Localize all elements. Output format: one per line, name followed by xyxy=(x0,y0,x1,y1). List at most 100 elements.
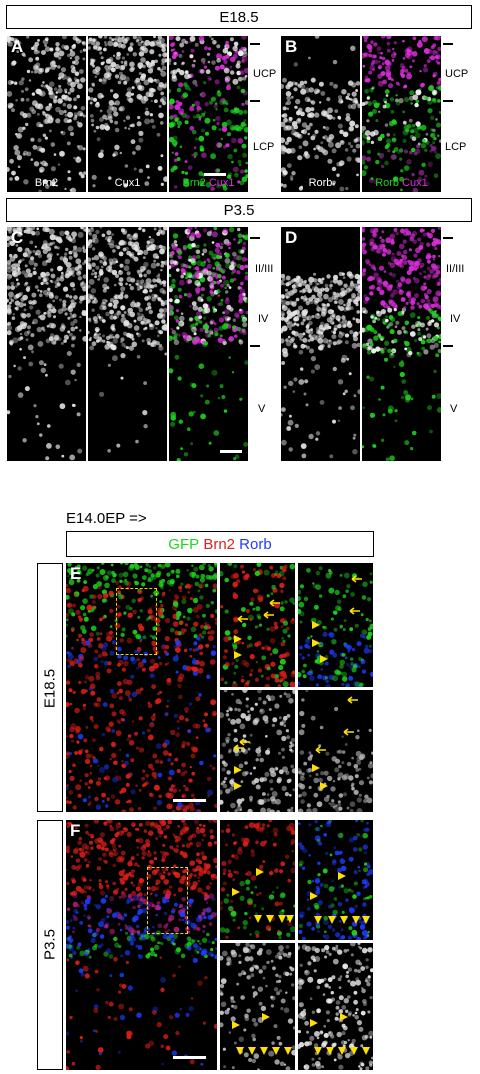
layer-label-ucp-b: UCP xyxy=(445,68,469,80)
yellow-arrowhead-down-icon xyxy=(284,1047,292,1055)
e18-5-header-text: E18.5 xyxy=(219,8,259,26)
panel-e-main: E18.5 E xyxy=(66,563,217,812)
yellow-arrowhead-icon xyxy=(320,782,328,790)
legend-rorb: Rorb xyxy=(239,535,272,553)
layer-label-l5-c: V xyxy=(258,403,266,415)
yellow-arrowhead-down-icon xyxy=(236,1047,244,1055)
e18-5-header: E18.5 xyxy=(6,5,472,29)
yellow-arrowhead-down-icon xyxy=(254,915,262,923)
yellow-arrowhead-icon xyxy=(234,651,242,659)
yellow-arrowhead-down-icon xyxy=(350,1047,358,1055)
panel-e-inset-box xyxy=(116,588,157,655)
panel-e-inset-rorb-gray xyxy=(298,690,373,812)
layer-label-l23-c: II/III xyxy=(255,263,274,275)
scale-bar-c xyxy=(220,450,242,453)
yellow-arrowhead-icon xyxy=(234,635,242,643)
panel-c-brn2: C xyxy=(7,227,86,461)
merge-label-b: Rorb Cux1 xyxy=(362,177,441,189)
l4-tick-c xyxy=(250,345,260,347)
side-label-p3-5-box xyxy=(37,820,63,1070)
yellow-arrow-icon xyxy=(269,599,280,607)
lcp-tick-a xyxy=(250,100,260,102)
panel-e-inset-rorb-merge xyxy=(298,563,373,687)
panel-label-d: D xyxy=(285,228,298,247)
yellow-arrowhead-icon xyxy=(262,1013,270,1021)
panel-b-merge: Rorb Cux1 xyxy=(362,36,441,192)
panel-d-rorb: D xyxy=(281,227,360,461)
yellow-arrow-icon xyxy=(351,575,362,583)
panel-a-brn2: A Brn2 xyxy=(7,36,86,192)
panel-f-inset-brn2-merge xyxy=(220,820,295,940)
l23-tick-c xyxy=(250,237,260,239)
yellow-arrowhead-icon xyxy=(338,872,346,880)
layer-label-l23-d: II/III xyxy=(446,263,465,275)
panel-label-f: F xyxy=(70,821,81,840)
yellow-arrow-icon xyxy=(233,744,244,752)
yellow-arrowhead-down-icon xyxy=(340,916,348,924)
yellow-arrowhead-icon xyxy=(232,1021,240,1029)
panel-c-cux1 xyxy=(88,227,167,461)
scale-bar-f xyxy=(173,1056,206,1059)
panel-label-e-letter: E xyxy=(70,564,82,583)
yellow-arrow-icon xyxy=(349,607,360,615)
l4-tick-d xyxy=(443,345,453,347)
panel-f-main: F xyxy=(66,820,217,1070)
yellow-arrowhead-down-icon xyxy=(362,1047,370,1055)
yellow-arrowhead-down-icon xyxy=(328,916,336,924)
panel-f-inset-brn2-gray xyxy=(220,943,295,1070)
side-label-p3-5: P3.5 xyxy=(41,929,59,960)
yellow-arrowhead-icon xyxy=(232,888,240,896)
p3-5-header-text: P3.5 xyxy=(223,201,255,219)
panel-d-merge xyxy=(362,227,441,461)
yellow-arrowhead-icon xyxy=(256,868,264,876)
yellow-arrowhead-down-icon xyxy=(260,1047,268,1055)
yellow-arrow-icon xyxy=(237,615,248,623)
panel-label-a: A xyxy=(11,37,24,56)
legend-box: GFP Brn2 Rorb xyxy=(66,531,374,557)
channel-label-cux1: Cux1 xyxy=(114,177,141,189)
yellow-arrowhead-down-icon xyxy=(266,915,274,923)
yellow-arrow-icon xyxy=(315,746,326,754)
panel-a-merge: Brn2 Cux1 xyxy=(169,36,248,192)
yellow-arrowhead-down-icon xyxy=(352,916,360,924)
layer-label-l4-c: IV xyxy=(258,313,269,325)
yellow-arrow-icon xyxy=(347,696,358,704)
yellow-arrowhead-icon xyxy=(234,766,242,774)
yellow-arrowhead-down-icon xyxy=(248,1047,256,1055)
layer-label-l4-d: IV xyxy=(450,313,461,325)
electroporation-label: E14.0EP => xyxy=(66,510,147,527)
layer-label-l5-d: V xyxy=(450,403,458,415)
merge-label-cux1-b: Cux1 xyxy=(402,177,428,189)
channel-label-rorb: Rorb xyxy=(308,177,333,189)
l23-tick-d xyxy=(443,237,453,239)
yellow-arrowhead-down-icon xyxy=(286,915,294,923)
yellow-arrowhead-icon xyxy=(320,655,328,663)
panel-label-c: C xyxy=(11,228,24,247)
scale-bar-e xyxy=(173,799,206,802)
merge-label-brn2: Brn2 xyxy=(182,177,206,189)
yellow-arrowhead-icon xyxy=(312,764,320,772)
merge-label-cux1: Cux1 xyxy=(208,177,235,189)
yellow-arrowhead-icon xyxy=(312,639,320,647)
panel-f-inset-box xyxy=(147,867,188,934)
scale-bar-a xyxy=(204,173,226,176)
lcp-tick-b xyxy=(443,100,453,102)
legend-brn2: Brn2 xyxy=(203,535,235,553)
panel-f-inset-rorb-merge xyxy=(298,820,373,940)
panel-f-inset-rorb-gray xyxy=(298,943,373,1070)
panel-a-cux1: Cux1 xyxy=(88,36,167,192)
yellow-arrowhead-down-icon xyxy=(314,916,322,924)
merge-label-rorb: Rorb xyxy=(375,177,400,189)
yellow-arrowhead-icon xyxy=(340,1013,348,1021)
yellow-arrowhead-down-icon xyxy=(326,1047,334,1055)
layer-label-ucp-a: UCP xyxy=(253,68,277,80)
legend-gfp: GFP xyxy=(168,535,200,553)
yellow-arrow-icon xyxy=(343,728,354,736)
panel-c-merge xyxy=(169,227,248,461)
yellow-arrow-icon xyxy=(239,738,250,746)
panel-e-inset-brn2-gray xyxy=(220,690,295,812)
side-label-e18-5: E18.5 xyxy=(41,668,59,709)
yellow-arrowhead-icon xyxy=(310,892,318,900)
yellow-arrowhead-down-icon xyxy=(278,915,286,923)
yellow-arrow-icon xyxy=(263,611,274,619)
